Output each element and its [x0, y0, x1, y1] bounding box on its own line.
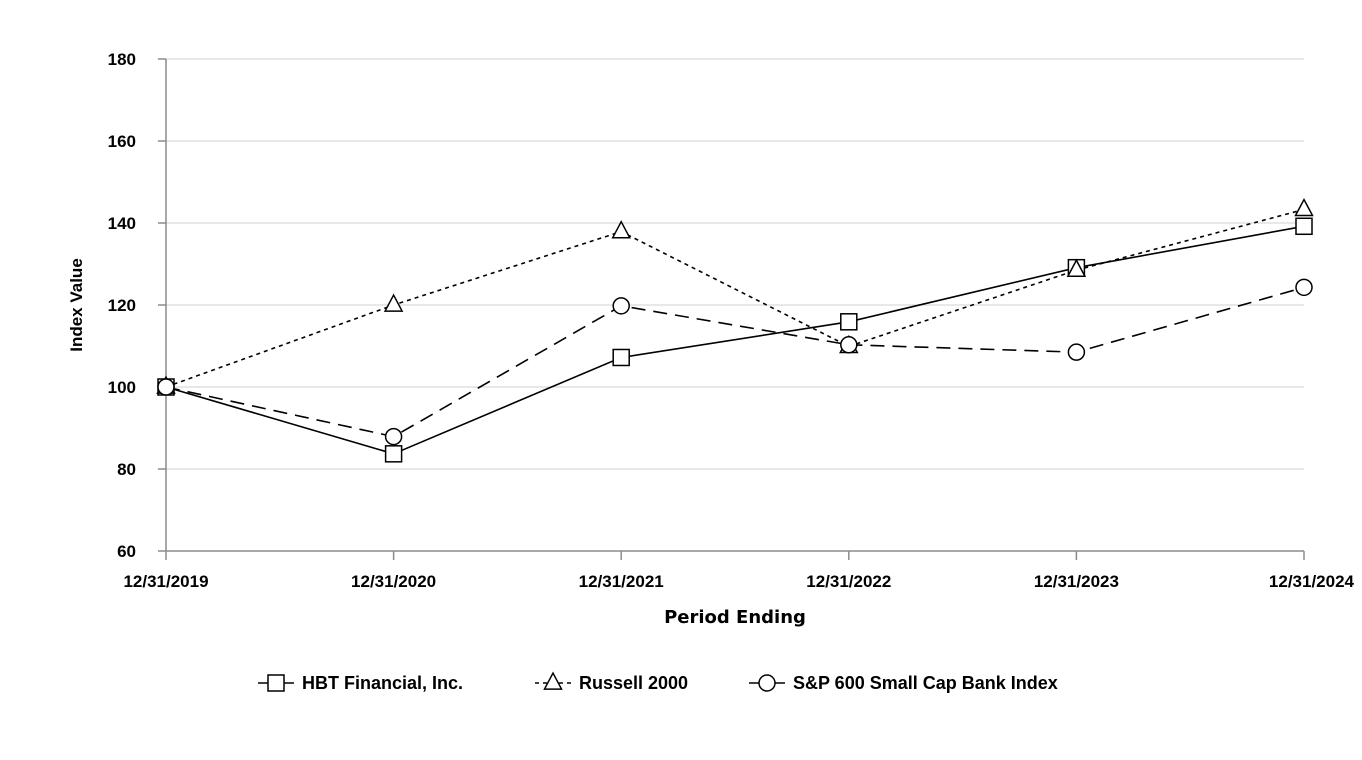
x-tick-label: 12/31/2019	[123, 572, 208, 591]
marker-circle	[1067, 343, 1086, 361]
series-markers-circle	[157, 278, 1313, 446]
legend-item: HBT Financial, Inc.	[258, 673, 463, 693]
marker-circle	[612, 297, 630, 315]
y-axis-ticks: 60 80 100 120 140 160 180	[108, 50, 166, 561]
series-circle	[165, 286, 1305, 438]
series-line	[165, 225, 1305, 455]
y-tick-label: 120	[108, 296, 136, 315]
marker-triangle	[1066, 258, 1087, 277]
legend: HBT Financial, Inc. Russell 2000 S&P 600 S…	[258, 671, 1058, 693]
x-tick-label: 12/31/2024	[1269, 572, 1355, 591]
marker-triangle-legend	[543, 671, 563, 690]
series-line	[165, 286, 1305, 438]
marker-triangle	[383, 293, 404, 312]
x-tick-label: 12/31/2020	[351, 572, 436, 591]
x-axis-title: Period Ending	[664, 607, 806, 628]
marker-square	[1295, 217, 1313, 236]
marker-square	[840, 313, 858, 331]
marker-circle	[840, 336, 858, 354]
y-tick-label: 180	[108, 50, 136, 69]
legend-label: HBT Financial, Inc.	[302, 673, 463, 693]
x-tick-label: 12/31/2021	[579, 572, 664, 591]
x-axis-ticks: 12/31/2019 12/31/2020 12/31/2021 12/31/2022…	[123, 551, 1355, 591]
marker-circle	[1295, 278, 1313, 297]
series-markers-triangle	[156, 197, 1314, 394]
legend-label: S&P 600 Small Cap Bank Index	[793, 673, 1058, 693]
marker-square	[384, 445, 403, 463]
legend-label: Russell 2000	[579, 673, 688, 693]
gridlines	[166, 58, 1304, 470]
series-square	[165, 225, 1305, 455]
y-tick-label: 140	[108, 214, 136, 233]
marker-circle	[384, 427, 403, 446]
marker-triangle	[1294, 197, 1314, 217]
marker-square	[612, 348, 630, 367]
y-tick-label: 160	[108, 132, 136, 151]
marker-triangle	[611, 220, 631, 239]
legend-item: Russell 2000	[535, 671, 688, 693]
x-tick-label: 12/31/2022	[806, 572, 891, 591]
series-triangle	[165, 208, 1305, 388]
y-tick-label: 60	[117, 542, 136, 561]
y-axis-title: Index Value	[67, 258, 86, 352]
y-tick-label: 100	[108, 378, 136, 397]
x-tick-label: 12/31/2023	[1034, 572, 1119, 591]
marker-square-legend	[267, 674, 285, 692]
series-layer	[156, 197, 1314, 463]
marker-circle-legend	[758, 674, 776, 692]
series-line	[165, 208, 1305, 388]
marker-circle	[157, 378, 175, 396]
legend-item: S&P 600 Small Cap Bank Index	[749, 673, 1058, 693]
y-tick-label: 80	[117, 460, 136, 479]
